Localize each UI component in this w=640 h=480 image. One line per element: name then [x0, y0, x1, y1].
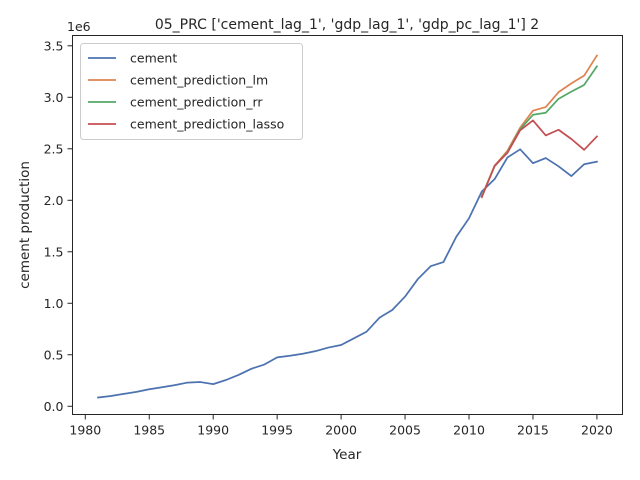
y-tick-label: 1.0: [44, 296, 64, 311]
series-layer: [97, 54, 599, 399]
x-tick-label: 1980: [69, 423, 101, 438]
plot-frame: [72, 35, 623, 415]
y-tick-label: 2.0: [44, 193, 64, 208]
chart-title: 05_PRC ['cement_lag_1', 'gdp_lag_1', 'gd…: [155, 17, 539, 33]
x-tick-label: 1985: [133, 423, 165, 438]
x-tick-label: 2015: [517, 423, 549, 438]
y-tick-label: 0.5: [44, 347, 64, 362]
y-tick-label: 3.0: [44, 90, 64, 105]
legend-label: cement: [130, 51, 177, 66]
y-tick-label: 0.0: [44, 399, 64, 414]
legend: cement cement_prediction_lm cement_predict…: [80, 43, 303, 140]
legend-box: [80, 43, 303, 140]
legend-label: cement_prediction_lm: [130, 73, 268, 88]
x-axis: 1980 1985 1990 1995 2000 2005 2010 2015 2020: [69, 414, 613, 438]
y-tick-label: 3.5: [44, 38, 64, 53]
legend-label: cement_prediction_lasso: [130, 117, 284, 132]
x-tick-label: 2000: [325, 423, 357, 438]
series-line-cement_prediction_lasso: [480, 119, 599, 199]
y-tick-label: 1.5: [44, 244, 64, 259]
series-line-cement_prediction_rr: [480, 65, 599, 198]
y-tick-label: 2.5: [44, 141, 64, 156]
x-tick-label: 2005: [389, 423, 421, 438]
legend-label: cement_prediction_rr: [130, 95, 263, 110]
x-tick-label: 1990: [197, 423, 229, 438]
x-tick-label: 1995: [261, 423, 293, 438]
x-tick-label: 2010: [453, 423, 485, 438]
x-tick-label: 2020: [581, 423, 613, 438]
series-line-cement_prediction_lm: [480, 54, 599, 198]
series-line-cement: [97, 148, 598, 399]
y-axis: 0.0 0.5 1.0 1.5 2.0 2.5 3.0 3.5: [44, 38, 73, 414]
x-axis-label: Year: [332, 447, 362, 463]
y-axis-label: cement production: [17, 161, 33, 289]
y-offset-label: 1e6: [67, 19, 91, 34]
